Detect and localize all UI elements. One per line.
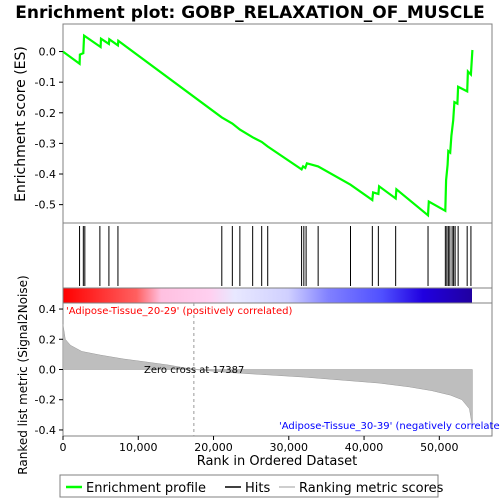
es-panel-frame <box>62 23 493 224</box>
es-y-tick-label: -0.3 <box>35 137 56 150</box>
x-ticks: 0 10,000 20,000 30,000 40,000 50,000 <box>60 436 459 454</box>
x-tick-label: 30,000 <box>270 441 309 454</box>
legend-label-hits: Hits <box>245 481 270 496</box>
es-y-tick-label: -0.5 <box>35 199 56 212</box>
es-panel: 0.0 -0.1 -0.2 -0.3 -0.4 -0.5 Enrichment score… <box>13 23 493 224</box>
rank-colorbar-gradient <box>63 288 472 303</box>
es-y-tick-label: 0.0 <box>39 46 57 59</box>
metric-y-axis-label: Ranked list metric (Signal2Noise) <box>16 275 30 474</box>
metric-y-tick-label: 0.2 <box>39 333 57 346</box>
es-y-ticks: 0.0 -0.1 -0.2 -0.3 -0.4 -0.5 <box>35 46 63 212</box>
chart-title: Enrichment plot: GOBP_RELAXATION_OF_MUSC… <box>15 3 485 23</box>
legend-label-enrichment: Enrichment profile <box>86 481 206 496</box>
zero-cross-label: Zero cross at 17387 <box>144 365 244 376</box>
metric-y-tick-label: -0.2 <box>35 394 56 407</box>
es-y-tick-label: -0.1 <box>35 76 56 89</box>
x-tick-label: 50,000 <box>420 441 459 454</box>
hits-panel <box>62 222 493 289</box>
metric-y-tick-label: 0.4 <box>39 303 57 316</box>
metric-y-ticks: 0.4 0.2 0.0 -0.2 -0.4 <box>35 303 63 437</box>
legend: Enrichment profile Hits Ranking metric s… <box>59 474 444 498</box>
rank-colorbar <box>62 287 493 304</box>
legend-label-metric: Ranking metric scores <box>299 481 444 496</box>
x-tick-label: 20,000 <box>194 441 233 454</box>
es-y-axis-label: Enrichment score (ES) <box>13 46 29 202</box>
es-y-tick-label: -0.2 <box>35 107 56 120</box>
es-y-tick-label: -0.4 <box>35 168 56 181</box>
metric-y-tick-label: -0.4 <box>35 424 56 437</box>
ranked-metric-area <box>62 324 473 427</box>
metric-y-tick-label: 0.0 <box>39 364 57 377</box>
hit-marks <box>79 226 472 286</box>
metric-panel: 'Adipose-Tissue_20-29' (positively corre… <box>16 275 500 474</box>
x-tick-label: 40,000 <box>345 441 384 454</box>
negative-class-label: 'Adipose-Tissue_30-39' (negatively corre… <box>279 421 500 432</box>
enrichment-profile-line <box>62 33 474 218</box>
positive-class-label: 'Adipose-Tissue_20-29' (positively corre… <box>66 306 292 317</box>
legend-box <box>59 474 439 498</box>
x-tick-label: 10,000 <box>119 441 158 454</box>
x-axis-label: Rank in Ordered Dataset <box>197 454 358 469</box>
x-tick-label: 0 <box>60 441 67 454</box>
